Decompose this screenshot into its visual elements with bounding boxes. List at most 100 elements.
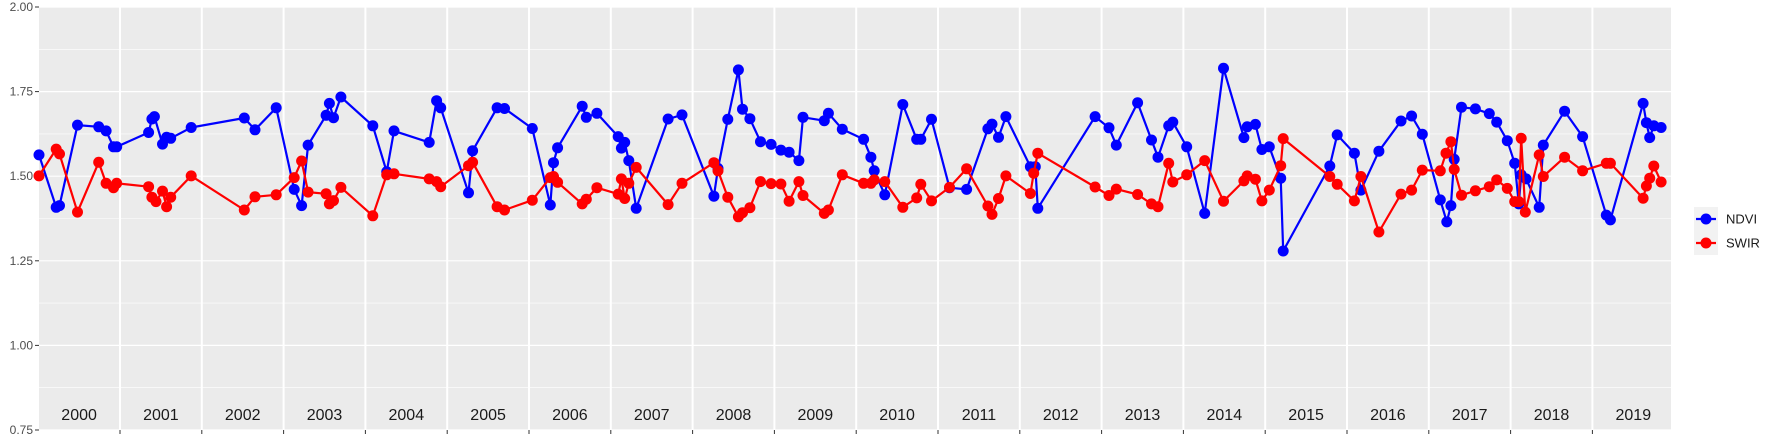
data-point-swir [1445,136,1457,148]
data-point-ndvi [499,103,510,114]
data-point-swir [1456,189,1467,201]
data-point-ndvi [1263,141,1275,153]
data-point-swir [1515,132,1527,144]
data-point-swir [1263,184,1275,196]
data-point-ndvi [1509,157,1521,169]
data-point-ndvi [165,132,177,144]
legend: NDVI SWIR [1694,207,1760,255]
data-point-ndvi [1103,122,1115,134]
data-point-ndvi [1348,147,1360,159]
data-point-swir [1000,170,1012,182]
y-tick-label: 1.75 [10,85,34,99]
data-point-ndvi [1132,97,1144,109]
data-point-ndvi [302,139,314,151]
data-point-ndvi [435,102,447,114]
data-point-ndvi [1238,132,1250,144]
year-label: 2001 [143,407,179,424]
data-point-ndvi [868,165,880,177]
data-point-swir [1448,163,1460,175]
year-label: 2009 [798,407,834,424]
data-point-swir [1395,188,1407,200]
x-axis: 2000 2001 2002 2003 2004 2005 2006 2007 2008 2009… [61,407,1651,434]
data-point-swir [93,156,105,168]
year-label: 2002 [225,407,261,424]
data-point-ndvi [1456,101,1467,113]
data-point-swir [1416,164,1428,176]
y-tick-label: 1.25 [10,254,34,268]
data-point-swir [708,157,720,169]
data-point-swir [1181,169,1193,181]
data-point-swir [526,194,538,206]
year-label: 2017 [1452,407,1488,424]
data-point-ndvi [185,122,197,133]
data-point-swir [143,181,155,193]
data-point-swir [755,176,766,188]
year-label: 2000 [61,407,97,424]
data-point-ndvi [328,112,339,124]
data-point-swir [822,204,834,216]
data-point-ndvi [1604,214,1616,226]
year-label: 2006 [552,407,588,424]
data-point-ndvi [1533,201,1545,213]
data-point-ndvi [100,125,112,137]
data-point-swir [1167,176,1179,188]
data-point-ndvi [722,113,734,125]
data-point-swir [712,165,724,177]
data-point-swir [591,182,603,194]
year-label: 2003 [307,407,343,424]
data-point-swir [1519,206,1531,218]
data-point-ndvi [708,190,720,202]
legend-label-ndvi: NDVI [1726,212,1757,227]
data-point-swir [1483,181,1495,193]
data-point-swir [1199,155,1211,167]
data-point-ndvi [1395,115,1407,127]
data-point-swir [238,204,250,216]
y-tick-label: 0.75 [10,423,34,437]
data-point-ndvi [732,64,744,76]
data-point-ndvi [111,141,123,153]
data-point-swir [1373,226,1385,238]
data-point-ndvi [836,123,848,135]
data-point-ndvi [915,133,927,145]
data-point-ndvi [993,131,1004,143]
data-point-ndvi [72,119,83,131]
data-point-swir [1110,183,1122,195]
data-point-swir [328,195,339,207]
data-point-swir [1152,201,1164,213]
data-point-ndvi [1000,111,1012,123]
data-point-swir [676,177,688,189]
data-point-ndvi [367,120,379,132]
data-point-swir [33,170,45,182]
data-point-swir [993,193,1004,204]
data-point-ndvi [1146,134,1157,146]
data-point-swir [367,210,379,222]
data-point-ndvi [926,113,937,125]
data-point-swir [775,178,787,190]
data-point-swir [1559,151,1571,163]
y-tick-label: 1.50 [10,169,34,183]
data-point-swir [72,206,83,218]
data-point-swir [320,188,332,200]
data-point-swir [165,191,177,203]
data-point-swir [150,196,162,208]
data-point-swir [1324,171,1336,182]
data-point-ndvi [1445,200,1457,212]
data-point-ndvi [1277,245,1289,257]
data-point-ndvi [822,107,834,119]
data-point-ndvi [1324,160,1336,172]
data-point-ndvi [1448,153,1460,165]
data-point-swir [1491,174,1503,186]
data-point-ndvi [1644,132,1656,144]
data-point-swir [1513,196,1525,208]
data-point-swir [797,190,809,201]
data-point-ndvi [797,111,809,123]
year-label: 2008 [716,407,752,424]
data-point-ndvi [548,157,559,169]
data-point-ndvi [388,125,400,137]
data-point-ndvi [143,127,155,138]
data-point-swir [630,161,642,173]
data-point-ndvi [1416,128,1428,140]
year-label: 2014 [1207,407,1243,424]
year-label: 2011 [962,407,997,424]
